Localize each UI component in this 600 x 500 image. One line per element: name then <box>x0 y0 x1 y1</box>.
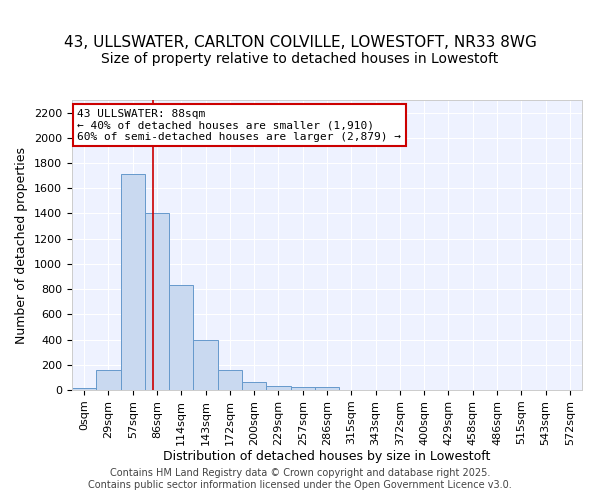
Text: Size of property relative to detached houses in Lowestoft: Size of property relative to detached ho… <box>101 52 499 66</box>
X-axis label: Distribution of detached houses by size in Lowestoft: Distribution of detached houses by size … <box>163 450 491 464</box>
Bar <box>72 388 96 390</box>
Bar <box>169 284 193 390</box>
Bar <box>315 387 339 390</box>
Bar <box>242 382 266 390</box>
Bar <box>145 214 169 390</box>
Bar <box>290 387 315 390</box>
Text: 43 ULLSWATER: 88sqm
← 40% of detached houses are smaller (1,910)
60% of semi-det: 43 ULLSWATER: 88sqm ← 40% of detached ho… <box>77 108 401 142</box>
Bar <box>193 340 218 390</box>
Text: Contains HM Land Registry data © Crown copyright and database right 2025.
Contai: Contains HM Land Registry data © Crown c… <box>88 468 512 490</box>
Bar <box>96 370 121 390</box>
Bar <box>218 370 242 390</box>
Bar <box>266 386 290 390</box>
Text: 43, ULLSWATER, CARLTON COLVILLE, LOWESTOFT, NR33 8WG: 43, ULLSWATER, CARLTON COLVILLE, LOWESTO… <box>64 35 536 50</box>
Y-axis label: Number of detached properties: Number of detached properties <box>16 146 28 344</box>
Bar <box>121 174 145 390</box>
